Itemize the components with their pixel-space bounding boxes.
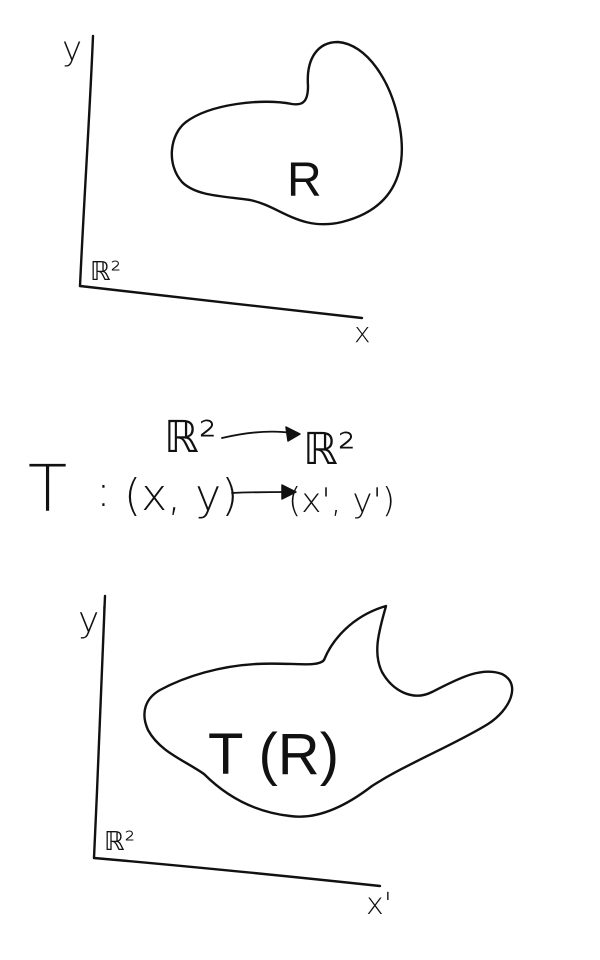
domain-space-label: ℝ² (164, 412, 217, 463)
region-r-label: R (287, 154, 322, 207)
bottom-y-axis (92, 594, 107, 860)
top-y-axis (78, 34, 95, 288)
bottom-plot: y' x' ℝ² T (R) (78, 594, 514, 922)
space-arrow-head (285, 426, 301, 442)
region-r-outline (170, 40, 404, 226)
region-tr-label: T (R) (208, 722, 339, 787)
top-plot: y x ℝ² R (62, 29, 404, 349)
point-arrow-shaft (231, 491, 289, 494)
input-point: (x, y) (124, 470, 238, 521)
output-point: (x', y') (288, 481, 395, 521)
bottom-space-label: ℝ² (104, 827, 135, 857)
top-space-label: ℝ² (90, 257, 121, 287)
top-x-axis-label: x (354, 316, 371, 349)
point-arrow-head (281, 484, 297, 500)
bottom-x-axis-label: x' (366, 887, 392, 922)
codomain-space-label: ℝ² (303, 424, 356, 475)
mapping-colon: : (96, 466, 111, 517)
bottom-y-axis-label: y' (78, 600, 109, 641)
top-x-axis (78, 284, 364, 320)
space-arrow-shaft (221, 430, 293, 439)
region-tr-outline (143, 604, 514, 818)
transform-name: T (28, 453, 67, 527)
top-y-axis-label: y (62, 29, 82, 69)
bottom-x-axis (92, 856, 382, 888)
mapping-notation: ℝ² ℝ² T : (x, y) (x', y') (28, 412, 395, 527)
